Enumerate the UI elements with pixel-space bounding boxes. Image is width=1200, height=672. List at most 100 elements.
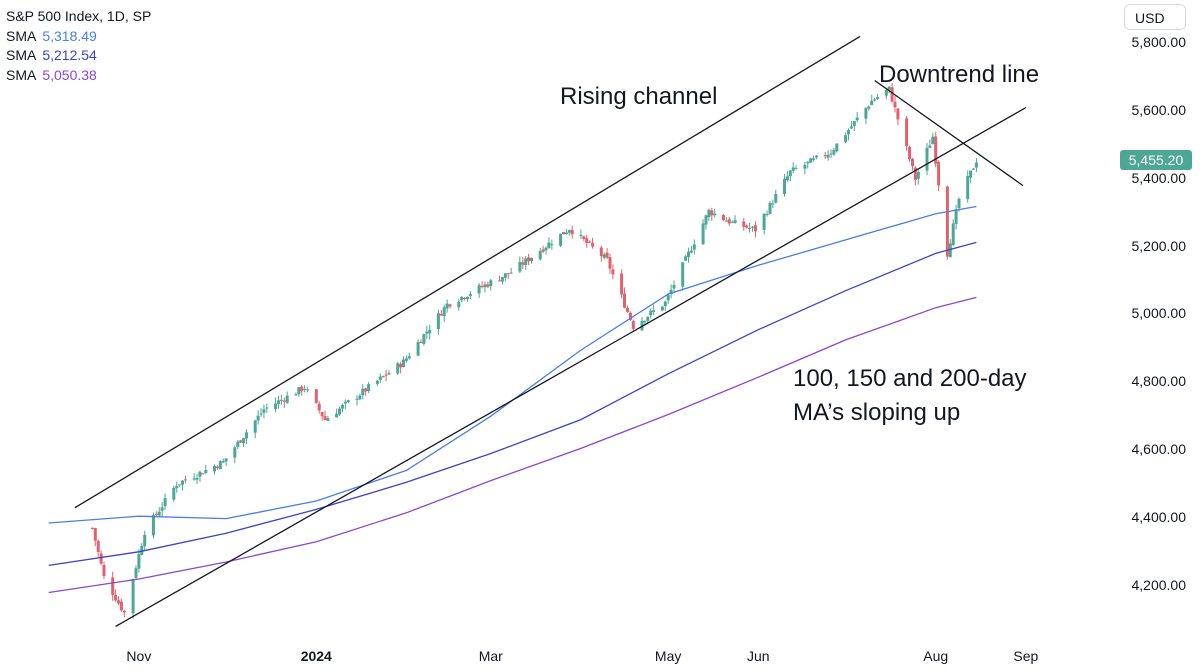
rising-channel-annotation: Rising channel <box>560 83 718 110</box>
moving-average-series <box>48 205 977 594</box>
candle-up <box>544 247 548 251</box>
candle-up <box>681 262 685 287</box>
candle-down <box>183 479 187 481</box>
candle-up <box>192 478 196 480</box>
candle-up <box>195 477 199 480</box>
candle-down <box>99 553 103 564</box>
time-tick-label: May <box>654 648 682 664</box>
candle-up <box>762 213 766 230</box>
candle-up <box>713 213 717 216</box>
candle-up <box>730 221 734 223</box>
candle-down <box>753 225 757 232</box>
candle-up <box>131 579 135 613</box>
candle-up <box>974 162 978 168</box>
price-tick-label: 4,200.00 <box>1131 576 1187 593</box>
candle-up <box>265 407 269 409</box>
candle-up <box>785 176 789 180</box>
sma-line-200-day <box>48 296 977 594</box>
candle-up <box>751 226 754 228</box>
candle-up <box>765 214 769 215</box>
candle-up <box>279 399 283 401</box>
candle-up <box>236 441 240 447</box>
candle-up <box>160 507 164 511</box>
candle-up <box>771 203 775 205</box>
candle-up <box>829 153 833 155</box>
candle-up <box>256 415 260 421</box>
candle-down <box>890 87 894 102</box>
candle-up <box>928 145 932 148</box>
candle-down <box>521 262 525 265</box>
candle-down <box>710 210 714 216</box>
time-tick-label: Sep <box>1013 648 1039 664</box>
candle-up <box>660 306 664 311</box>
candle-down <box>506 273 510 275</box>
candle-up <box>669 289 673 294</box>
candle-up <box>966 176 970 200</box>
price-tick-label: 5,200.00 <box>1131 237 1187 254</box>
candle-up <box>404 358 408 361</box>
candle-down <box>154 514 158 515</box>
candle-up <box>954 209 958 224</box>
candle-up <box>137 554 141 569</box>
candle-up <box>579 234 583 236</box>
candle-up <box>343 401 347 404</box>
candle-up <box>972 168 975 170</box>
candle-up <box>873 99 877 101</box>
candle-up <box>262 409 266 413</box>
ma-annotation-line2: MA’s sloping up <box>793 399 961 426</box>
candle-up <box>477 285 481 294</box>
candle-down <box>111 577 115 595</box>
candle-up <box>172 487 176 500</box>
candle-up <box>306 389 310 391</box>
price-tick-label: 4,600.00 <box>1131 441 1187 458</box>
candle-down <box>893 101 897 108</box>
candle-up <box>175 486 179 489</box>
candle-down <box>486 284 490 287</box>
last-price-tag: 5,455.20 <box>1120 150 1192 171</box>
candle-down <box>541 249 545 252</box>
candle-down <box>239 440 243 443</box>
candle-up <box>852 121 856 126</box>
price-tick-label: 5,800.00 <box>1131 34 1187 51</box>
candle-down <box>364 388 368 392</box>
candle-up <box>948 243 952 258</box>
legend-sma-150: SMA 5,212.54 <box>6 46 151 66</box>
candle-down <box>201 473 205 475</box>
candle-up <box>876 97 880 99</box>
candle-up <box>887 86 891 90</box>
candle-up <box>407 356 411 359</box>
candle-up <box>483 284 487 288</box>
candle-up <box>826 154 830 158</box>
candle-down <box>562 232 565 235</box>
candle-down <box>320 412 324 417</box>
candle-up <box>277 400 280 404</box>
candle-up <box>436 313 440 329</box>
candle-up <box>140 545 144 555</box>
candle-up <box>489 280 493 286</box>
candle-up <box>689 250 693 253</box>
candle-down <box>96 541 100 552</box>
candle-up <box>547 242 551 249</box>
candle-down <box>934 136 938 164</box>
candle-up <box>396 363 400 374</box>
candle-down <box>591 242 595 247</box>
currency-button[interactable]: USD <box>1124 4 1186 30</box>
candle-up <box>530 257 533 261</box>
chart-legend: S&P 500 Index, 1D, SP SMA 5,318.49 SMA 5,2… <box>6 7 151 85</box>
candle-up <box>687 251 690 257</box>
candle-up <box>524 258 528 266</box>
legend-sma-value: 5,050.38 <box>42 66 97 83</box>
candle-up <box>245 432 248 439</box>
candle-up <box>381 376 385 378</box>
candle-down <box>623 293 626 308</box>
candle-up <box>163 498 167 507</box>
time-tick-label: 2024 <box>300 648 332 664</box>
legend-sma-value: 5,212.54 <box>42 47 97 63</box>
candle-down <box>384 374 388 376</box>
legend-sma-label: SMA <box>6 47 37 63</box>
candle-up <box>204 470 208 473</box>
candle-down <box>611 269 615 275</box>
candle-up <box>378 376 382 380</box>
candle-down <box>93 528 97 541</box>
